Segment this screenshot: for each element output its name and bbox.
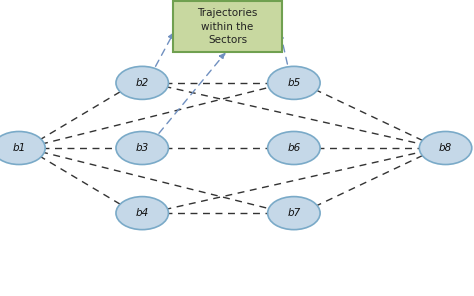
Text: b3: b3 [136,143,149,153]
Text: b1: b1 [12,143,26,153]
Ellipse shape [419,131,472,165]
Ellipse shape [268,66,320,99]
Ellipse shape [268,131,320,165]
Ellipse shape [116,66,168,99]
Text: Trajectories
within the
Sectors: Trajectories within the Sectors [197,9,258,45]
Text: b7: b7 [287,208,301,218]
Ellipse shape [116,131,168,165]
Text: b4: b4 [136,208,149,218]
Text: b8: b8 [439,143,452,153]
Ellipse shape [0,131,45,165]
Text: b5: b5 [287,78,301,88]
Text: b6: b6 [287,143,301,153]
Ellipse shape [116,197,168,230]
Text: b2: b2 [136,78,149,88]
Ellipse shape [268,197,320,230]
FancyBboxPatch shape [173,1,282,52]
